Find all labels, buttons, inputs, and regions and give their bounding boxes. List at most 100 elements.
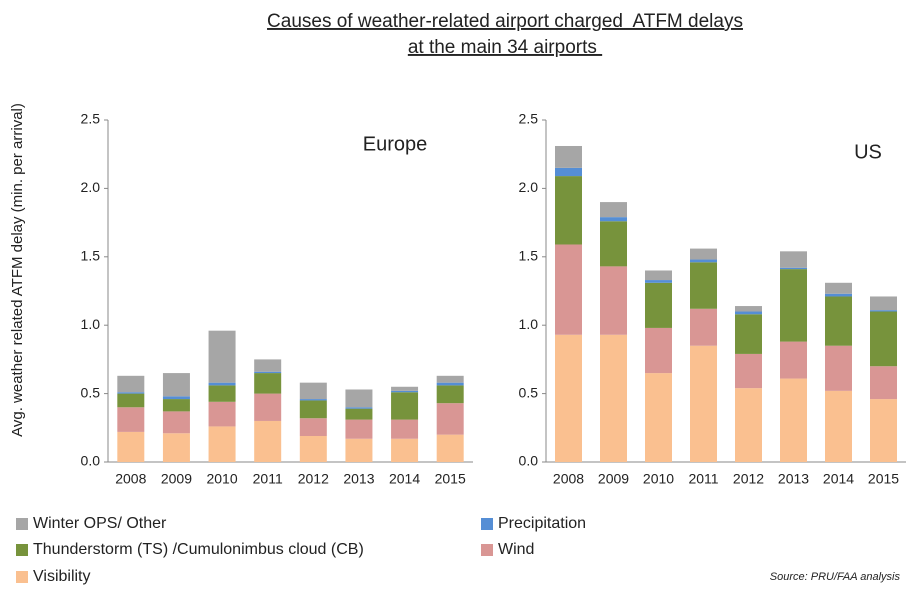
bar-segment xyxy=(645,280,672,283)
y-tick-label: 1.5 xyxy=(81,248,101,264)
bar-segment xyxy=(600,266,627,335)
y-tick-label: 2.5 xyxy=(519,111,539,127)
x-tick-label: 2008 xyxy=(553,471,584,487)
x-tick-label: 2008 xyxy=(115,471,146,487)
y-tick-label: 0.5 xyxy=(81,384,101,400)
bar-segment xyxy=(299,418,327,437)
bar-segment xyxy=(345,438,373,462)
bar-segment xyxy=(117,407,145,432)
bar-segment xyxy=(117,392,145,394)
x-tick-label: 2009 xyxy=(161,471,192,487)
bar-segment xyxy=(690,262,717,309)
bar-segment xyxy=(645,282,672,328)
bar-segment xyxy=(208,385,236,402)
panel-label: US xyxy=(854,141,882,163)
bar-segment xyxy=(600,202,627,218)
bar-segment xyxy=(436,375,464,383)
x-tick-label: 2010 xyxy=(643,471,674,487)
bar-segment xyxy=(117,375,145,393)
panel-label: Europe xyxy=(363,133,428,155)
bar-segment xyxy=(345,389,373,408)
y-tick-label: 0.5 xyxy=(519,384,539,400)
bar-segment xyxy=(780,378,807,462)
bar-segment xyxy=(555,334,582,462)
bar-segment xyxy=(645,270,672,281)
y-tick-label: 1.0 xyxy=(519,316,539,332)
bar-segment xyxy=(254,420,282,462)
legend-swatch xyxy=(16,544,28,556)
y-tick-label: 2.0 xyxy=(519,179,539,195)
bar-segment xyxy=(117,431,145,462)
bar-segment xyxy=(345,408,373,420)
bar-segment xyxy=(645,373,672,462)
legend-label: Winter OPS/ Other xyxy=(33,515,167,532)
bar-segment xyxy=(391,386,419,391)
bar-segment xyxy=(208,401,236,427)
bar-segment xyxy=(870,310,897,312)
bar-segment xyxy=(780,269,807,342)
x-tick-label: 2010 xyxy=(206,471,237,487)
bar-segment xyxy=(735,311,762,315)
x-tick-label: 2012 xyxy=(733,471,764,487)
bar-segment xyxy=(825,282,852,294)
bar-segment xyxy=(208,330,236,383)
bar-segment xyxy=(825,390,852,462)
bar-segment xyxy=(780,341,807,379)
source: Source: PRU/FAA analysis xyxy=(770,571,901,583)
bar-segment xyxy=(555,244,582,335)
x-tick-label: 2015 xyxy=(435,471,466,487)
bar-segment xyxy=(555,145,582,168)
bar-segment xyxy=(690,248,717,260)
chart-title: at the main 34 airports xyxy=(408,37,602,58)
bar-segment xyxy=(555,167,582,177)
bar-segment xyxy=(162,396,190,400)
bar-segment xyxy=(299,436,327,462)
legend-label: Precipitation xyxy=(498,515,586,532)
bar-segment xyxy=(600,217,627,222)
bar-segment xyxy=(254,393,282,421)
bar-segment xyxy=(436,434,464,462)
bar-segment xyxy=(690,345,717,462)
chart-title: Causes of weather-related airport charge… xyxy=(267,11,743,32)
bar-segment xyxy=(299,399,327,401)
y-tick-label: 0.0 xyxy=(519,453,539,469)
x-tick-label: 2013 xyxy=(343,471,374,487)
bar-segment xyxy=(117,393,145,408)
x-tick-label: 2011 xyxy=(688,471,718,487)
x-tick-label: 2012 xyxy=(298,471,329,487)
y-tick-label: 0.0 xyxy=(81,453,101,469)
legend-swatch xyxy=(481,544,493,556)
bar-segment xyxy=(208,426,236,462)
bar-segment xyxy=(735,306,762,312)
y-tick-label: 2.0 xyxy=(81,179,101,195)
bar-segment xyxy=(690,259,717,263)
bar-segment xyxy=(600,334,627,462)
legend-swatch xyxy=(16,571,28,583)
x-tick-label: 2013 xyxy=(778,471,809,487)
bar-segment xyxy=(254,359,282,372)
bar-segment xyxy=(870,399,897,462)
x-tick-label: 2014 xyxy=(389,471,420,487)
bar-segment xyxy=(345,419,373,439)
bar-segment xyxy=(345,407,373,409)
bar-segment xyxy=(870,296,897,311)
bar-segment xyxy=(555,176,582,245)
bar-segment xyxy=(254,371,282,374)
bar-segment xyxy=(391,390,419,393)
bar-segment xyxy=(162,399,190,412)
legend-label: Visibility xyxy=(33,568,91,585)
x-tick-label: 2009 xyxy=(598,471,629,487)
y-tick-label: 2.5 xyxy=(81,111,101,127)
bar-segment xyxy=(825,345,852,391)
bar-segment xyxy=(645,327,672,374)
bar-segment xyxy=(780,251,807,268)
legend-label: Wind xyxy=(498,541,534,558)
bar-segment xyxy=(162,373,190,397)
bar-segment xyxy=(825,293,852,297)
bar-segment xyxy=(870,366,897,400)
bar-segment xyxy=(391,392,419,420)
y-tick-label: 1.5 xyxy=(519,248,539,264)
legend-swatch xyxy=(16,518,28,530)
bar-segment xyxy=(436,403,464,435)
